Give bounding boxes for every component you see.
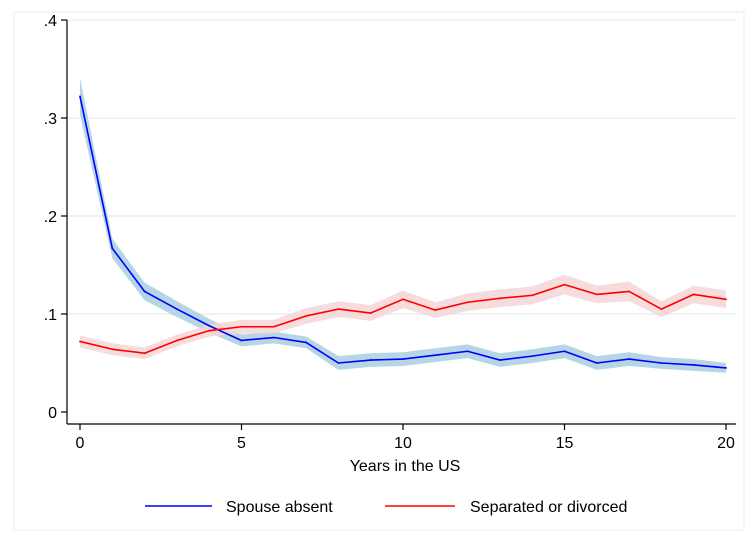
y-tick-label: .1 (44, 307, 57, 324)
x-axis-title: Years in the US (350, 458, 461, 475)
data-point (305, 341, 307, 344)
data-point (595, 362, 598, 364)
legend-label: Separated or divorced (470, 499, 627, 516)
y-tick-label: .3 (44, 111, 57, 128)
data-point (563, 283, 566, 286)
x-tick-label: 20 (717, 435, 735, 452)
data-point (337, 362, 340, 364)
data-point (466, 350, 469, 353)
y-tick-label: .4 (44, 13, 57, 30)
data-point (402, 298, 404, 301)
data-point (240, 325, 243, 328)
data-point (208, 329, 211, 332)
data-point (466, 301, 469, 304)
data-point (725, 367, 727, 369)
axes (66, 20, 736, 425)
data-point (369, 312, 372, 314)
data-point (272, 336, 275, 339)
legend-label: Spouse absent (226, 499, 333, 516)
x-tick-label: 0 (76, 435, 85, 452)
data-point (143, 352, 146, 355)
data-point (692, 364, 695, 366)
data-point (628, 290, 630, 293)
data-point (176, 308, 178, 310)
x-tick-label: 15 (556, 435, 574, 452)
ticks: 0 .1 .2 .3 .4 0 5 10 15 20 (44, 13, 735, 452)
data-point (725, 298, 727, 301)
data-point (563, 350, 566, 353)
data-point (111, 247, 114, 250)
data-point (595, 293, 598, 296)
data-point (272, 325, 275, 328)
data-point (692, 293, 695, 296)
y-tick-label: 0 (48, 405, 57, 422)
confidence-band-1 (80, 274, 726, 360)
confidence-bands (80, 77, 726, 373)
data-point (499, 359, 501, 361)
data-point (208, 324, 211, 327)
data-point (240, 339, 243, 342)
y-tick-label: .2 (44, 209, 57, 226)
data-point (660, 308, 663, 310)
data-point (143, 290, 146, 293)
data-point (337, 308, 340, 310)
x-tick-label: 5 (237, 435, 246, 452)
data-point (402, 358, 404, 360)
data-point (176, 339, 178, 342)
legend: Spouse absent Separated or divorced (145, 499, 627, 516)
data-point (531, 294, 534, 297)
x-tick-label: 10 (394, 435, 412, 452)
data-point (531, 355, 534, 358)
data-point (79, 95, 81, 98)
data-point (111, 348, 114, 351)
data-point (79, 340, 81, 343)
data-point (305, 315, 307, 317)
data-point (369, 359, 372, 361)
data-point (434, 354, 437, 357)
data-point (499, 297, 501, 300)
series-lines (79, 95, 727, 369)
data-point (628, 358, 630, 360)
data-point (434, 309, 437, 311)
data-point (660, 362, 663, 364)
